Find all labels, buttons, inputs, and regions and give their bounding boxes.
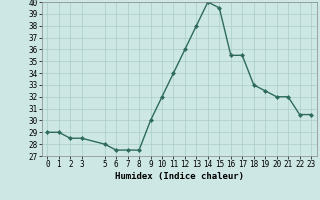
- X-axis label: Humidex (Indice chaleur): Humidex (Indice chaleur): [115, 172, 244, 181]
